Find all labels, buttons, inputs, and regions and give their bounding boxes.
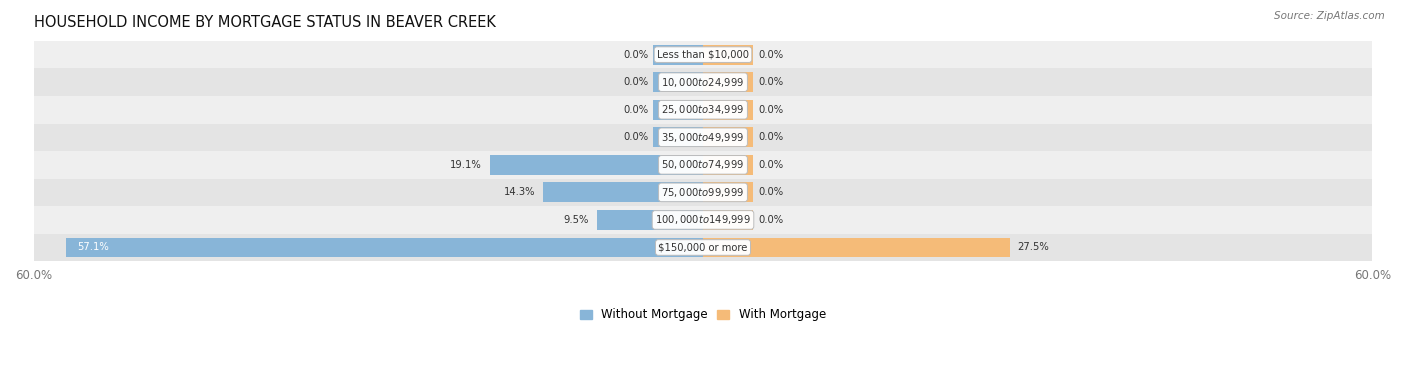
Bar [652,72,703,92]
Bar [703,45,754,64]
Bar [703,210,754,230]
Bar [652,127,703,147]
Text: 0.0%: 0.0% [623,132,648,142]
Text: Less than $10,000: Less than $10,000 [657,50,749,60]
Bar [34,206,1372,234]
Bar [66,238,703,257]
Legend: Without Mortgage, With Mortgage: Without Mortgage, With Mortgage [581,308,825,321]
Text: 14.3%: 14.3% [505,187,536,198]
Text: $50,000 to $74,999: $50,000 to $74,999 [661,158,745,171]
Bar [703,127,754,147]
Bar [544,182,703,202]
Text: 9.5%: 9.5% [564,215,589,225]
Bar [34,234,1372,261]
Bar [34,41,1372,68]
Text: 0.0%: 0.0% [758,50,783,60]
Bar [34,179,1372,206]
Bar [703,100,754,120]
Text: 0.0%: 0.0% [758,105,783,115]
Bar [652,45,703,64]
Text: 0.0%: 0.0% [758,132,783,142]
Text: 0.0%: 0.0% [623,105,648,115]
Text: Source: ZipAtlas.com: Source: ZipAtlas.com [1274,11,1385,21]
Text: 0.0%: 0.0% [758,160,783,170]
Bar [34,124,1372,151]
Text: 0.0%: 0.0% [623,50,648,60]
Text: $25,000 to $34,999: $25,000 to $34,999 [661,103,745,116]
Bar [703,72,754,92]
Bar [34,151,1372,179]
Text: $75,000 to $99,999: $75,000 to $99,999 [661,186,745,199]
Text: $10,000 to $24,999: $10,000 to $24,999 [661,76,745,89]
Text: 0.0%: 0.0% [758,77,783,87]
Text: 57.1%: 57.1% [77,242,110,253]
Text: 27.5%: 27.5% [1018,242,1049,253]
Text: $150,000 or more: $150,000 or more [658,242,748,253]
Bar [703,155,754,175]
Text: 0.0%: 0.0% [623,77,648,87]
Text: 19.1%: 19.1% [450,160,482,170]
Bar [34,68,1372,96]
Bar [34,96,1372,124]
Text: $100,000 to $149,999: $100,000 to $149,999 [655,213,751,227]
Text: 0.0%: 0.0% [758,215,783,225]
Text: $35,000 to $49,999: $35,000 to $49,999 [661,131,745,144]
Bar [489,155,703,175]
Text: HOUSEHOLD INCOME BY MORTGAGE STATUS IN BEAVER CREEK: HOUSEHOLD INCOME BY MORTGAGE STATUS IN B… [34,15,495,30]
Bar [703,238,1010,257]
Bar [652,100,703,120]
Bar [703,182,754,202]
Text: 0.0%: 0.0% [758,187,783,198]
Bar [598,210,703,230]
